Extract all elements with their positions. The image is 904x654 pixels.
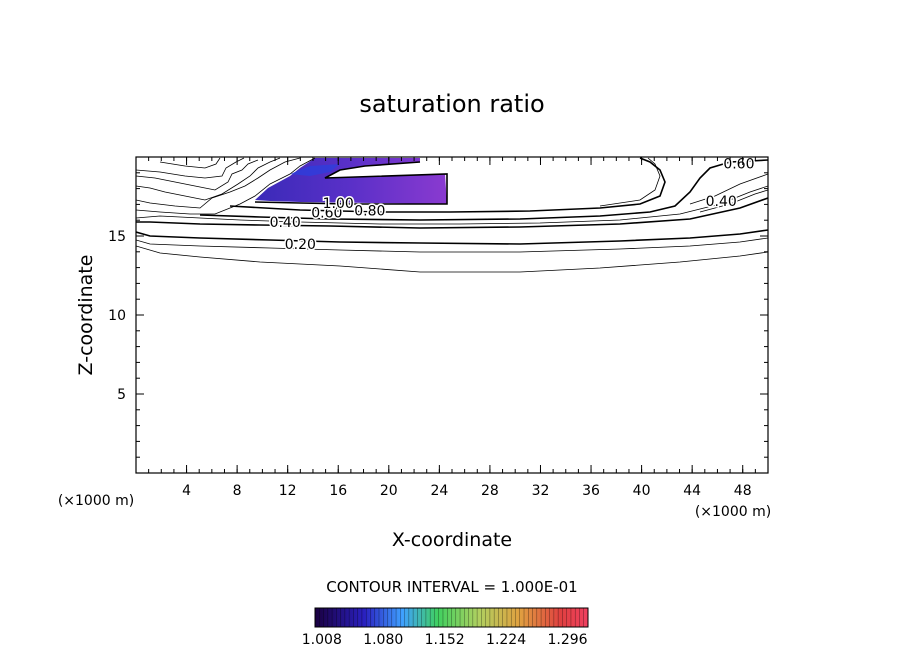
y-tick-label: 15: [108, 229, 126, 245]
contour-1-00: [254, 161, 448, 205]
colorbar-tick-label: 1.152: [425, 632, 465, 648]
x-tick-label: 20: [380, 483, 398, 499]
colorbar-segments: [319, 608, 584, 627]
x-unit-left: (×1000 m): [58, 493, 134, 509]
x-tick-label: 48: [734, 483, 752, 499]
contour-0-60: [199, 159, 768, 221]
contour-0-20: [136, 229, 768, 245]
contour-labels: 0.20 0.40 0.60 0.801.00 0.40 0.60: [268, 155, 756, 255]
x-tick-label: 24: [430, 483, 448, 499]
minor-ticks: [136, 157, 768, 473]
shading-highlight: [290, 164, 340, 176]
colorbar-tick-label: 1.224: [486, 632, 526, 648]
colorbar-tick-label: 1.008: [302, 632, 342, 648]
contour-label: 0.40: [706, 194, 737, 210]
contour-0-40: [136, 197, 768, 229]
x-axis-label: X-coordinate: [392, 529, 512, 551]
x-tick-label: 44: [683, 483, 701, 499]
y-tick-label: 10: [108, 308, 126, 324]
contour-label: 0.20: [285, 237, 316, 253]
x-tick-label: 32: [532, 483, 550, 499]
contour-lines-major: [136, 157, 768, 245]
x-tick-label: 16: [329, 483, 347, 499]
contour-0-80: [229, 157, 666, 213]
x-tick-label: 40: [633, 483, 651, 499]
contour-label: 0.80: [354, 204, 385, 220]
x-tick-label: 12: [279, 483, 297, 499]
y-axis-ticks: 5 10 15: [108, 229, 768, 403]
x-tick-label: 36: [582, 483, 600, 499]
x-unit-right: (×1000 m): [695, 504, 771, 520]
x-tick-label: 8: [233, 483, 242, 499]
contour-lines-minor: [136, 157, 768, 273]
colorbar-tick-label: 1.080: [363, 632, 403, 648]
contour-label: 0.40: [270, 215, 301, 231]
colorbar-tick-label: 1.296: [547, 632, 587, 648]
contour-label: 0.60: [311, 205, 342, 221]
x-tick-label: 28: [481, 483, 499, 499]
plot-area: [136, 157, 768, 273]
y-tick-label: 5: [117, 387, 126, 403]
chart-title: saturation ratio: [359, 90, 544, 118]
contour-label: 1.00: [323, 196, 354, 212]
plot-frame: [135, 156, 769, 474]
contour-label: 0.60: [723, 156, 754, 172]
x-tick-label: 4: [182, 483, 191, 499]
y-axis-label: Z-coordinate: [75, 255, 97, 376]
contour-interval-label: CONTOUR INTERVAL = 1.000E-01: [326, 578, 577, 596]
colorbar-labels: 1.008 1.080 1.152 1.224 1.296: [302, 632, 588, 648]
